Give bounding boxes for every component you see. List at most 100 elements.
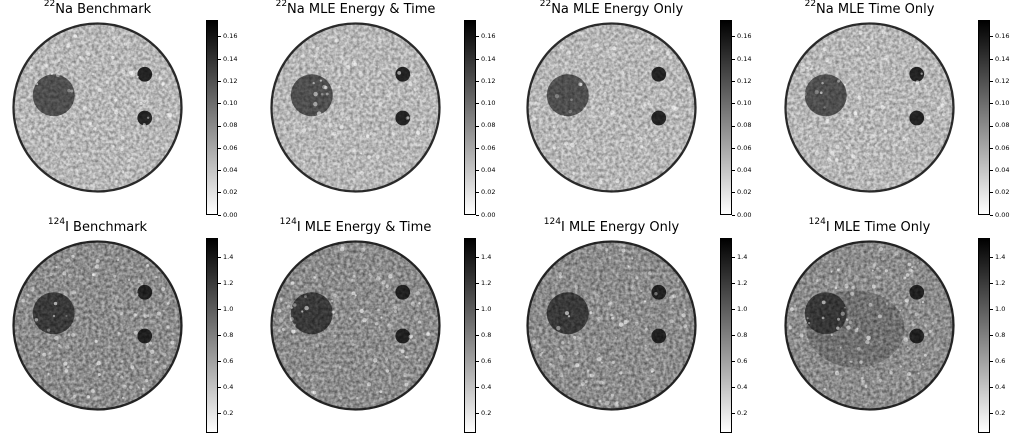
colorbar-tick-label: 0.6 <box>475 357 492 365</box>
colorbar-tick-label: 0.10 <box>475 99 496 108</box>
panel-title-label: I MLE Time Only <box>825 220 931 235</box>
colorbar-tick-label: 0.04 <box>731 165 752 174</box>
phantom-image <box>526 240 697 411</box>
isotope-mass-number: 124 <box>543 217 561 227</box>
phantom-image <box>270 240 441 411</box>
colorbar-tick-label: 1.2 <box>731 279 748 287</box>
colorbar-tick-label: 0.8 <box>731 331 748 339</box>
panel-title: 22Na Benchmark <box>10 0 185 17</box>
colorbar-tick-label: 0.2 <box>217 409 234 417</box>
panel-title-label: Na Benchmark <box>55 2 152 17</box>
colorbar-tick-label: 0.02 <box>475 188 496 197</box>
colorbar-tick-label: 0.00 <box>731 210 752 219</box>
colorbar-tick-label: 1.0 <box>731 305 748 313</box>
colorbar-tick-label: 1.2 <box>989 279 1006 287</box>
colorbar-tick-label: 0.12 <box>217 76 238 85</box>
colorbar-tick-label: 0.06 <box>989 143 1010 152</box>
colorbar-tick-label: 0.4 <box>731 383 748 391</box>
colorbar-tick-label: 0.00 <box>989 210 1010 219</box>
panel-title-label: I MLE Energy Only <box>560 220 680 235</box>
colorbar <box>720 20 732 215</box>
panel-0-1: 22Na MLE Energy & Time 0.16 0.14 0.12 0.10 0.… <box>268 0 508 218</box>
colorbar-tick-label: 0.02 <box>217 188 238 197</box>
colorbar-tick-label: 0.08 <box>989 121 1010 130</box>
colorbar-tick-label: 0.08 <box>731 121 752 130</box>
colorbar <box>464 20 476 215</box>
isotope-mass-number: 22 <box>275 0 288 9</box>
colorbar-tick-label: 0.12 <box>731 76 752 85</box>
colorbar-tick-label: 1.4 <box>989 253 1006 261</box>
colorbar-tick-label: 1.2 <box>475 279 492 287</box>
colorbar-tick-label: 0.2 <box>731 409 748 417</box>
colorbar-tick-label: 0.04 <box>475 165 496 174</box>
colorbar-tick-label: 0.16 <box>989 32 1010 41</box>
colorbar-tick-label: 0.6 <box>217 357 234 365</box>
panel-title: 124I MLE Energy Only <box>524 217 699 235</box>
colorbar-tick-label: 0.14 <box>217 54 238 63</box>
phantom-image <box>784 22 955 193</box>
panel-1-1: 124I MLE Energy & Time 1.4 1.2 1.0 0.8 0.6 0.4… <box>268 217 508 433</box>
colorbar-tick-label: 1.4 <box>731 253 748 261</box>
colorbar-tick-label: 0.16 <box>475 32 496 41</box>
colorbar-tick-label: 0.10 <box>731 99 752 108</box>
panel-title: 124I Benchmark <box>10 217 185 235</box>
colorbar-tick-label: 0.6 <box>731 357 748 365</box>
panel-0-3: 22Na MLE Time Only 0.16 0.14 0.12 0.10 0.08 0.… <box>782 0 1012 218</box>
panel-title-label: Na MLE Time Only <box>816 2 935 17</box>
colorbar-tick-label: 0.06 <box>217 143 238 152</box>
isotope-mass-number: 22 <box>539 0 552 9</box>
colorbar-tick-label: 1.0 <box>217 305 234 313</box>
colorbar-tick-label: 0.12 <box>475 76 496 85</box>
colorbar-tick-label: 0.14 <box>989 54 1010 63</box>
phantom-image <box>784 240 955 411</box>
colorbar <box>720 238 732 433</box>
colorbar-tick-label: 0.10 <box>217 99 238 108</box>
colorbar-tick-label: 1.0 <box>989 305 1006 313</box>
colorbar-tick-label: 0.14 <box>731 54 752 63</box>
colorbar-tick-label: 0.06 <box>475 143 496 152</box>
panel-title-label: I Benchmark <box>65 220 148 235</box>
panel-title: 124I MLE Time Only <box>782 217 957 235</box>
panel-title-label: I MLE Energy & Time <box>296 220 432 235</box>
colorbar-tick-label: 0.14 <box>475 54 496 63</box>
colorbar-tick-label: 1.0 <box>475 305 492 313</box>
panel-0-0: 22Na Benchmark 0.16 0.14 0.12 0.10 0.08 0.06 0.… <box>10 0 250 218</box>
colorbar-tick-label: 0.08 <box>475 121 496 130</box>
colorbar-tick-label: 0.4 <box>989 383 1006 391</box>
colorbar-tick-label: 0.12 <box>989 76 1010 85</box>
isotope-mass-number: 124 <box>279 217 297 227</box>
isotope-mass-number: 124 <box>808 217 826 227</box>
phantom-image <box>526 22 697 193</box>
panel-1-2: 124I MLE Energy Only 1.4 1.2 1.0 0.8 0.6 0.4 0.… <box>524 217 764 433</box>
panel-title: 22Na MLE Energy & Time <box>268 0 443 17</box>
panel-0-2: 22Na MLE Energy Only 0.16 0.14 0.12 0.10 0.08… <box>524 0 764 218</box>
isotope-mass-number: 22 <box>804 0 817 9</box>
phantom-image <box>12 22 183 193</box>
colorbar-tick-label: 0.6 <box>989 357 1006 365</box>
colorbar-tick-label: 0.8 <box>475 331 492 339</box>
panel-title: 124I MLE Energy & Time <box>268 217 443 235</box>
colorbar-tick-label: 0.2 <box>475 409 492 417</box>
isotope-mass-number: 124 <box>47 217 66 227</box>
colorbar-tick-label: 0.00 <box>475 210 496 219</box>
colorbar-tick-label: 1.4 <box>217 253 234 261</box>
colorbar-tick-label: 0.02 <box>989 188 1010 197</box>
colorbar <box>206 238 218 433</box>
phantom-image <box>12 240 183 411</box>
colorbar-tick-label: 0.06 <box>731 143 752 152</box>
panel-1-3: 124I MLE Time Only 1.4 1.2 1.0 0.8 0.6 0.4 0.2 <box>782 217 1012 433</box>
panel-title: 22Na MLE Energy Only <box>524 0 699 17</box>
colorbar-tick-label: 0.16 <box>731 32 752 41</box>
colorbar-tick-label: 0.08 <box>217 121 238 130</box>
colorbar-tick-label: 0.00 <box>217 210 238 219</box>
colorbar-tick-label: 0.4 <box>475 383 492 391</box>
colorbar-tick-label: 0.04 <box>217 165 238 174</box>
panel-title: 22Na MLE Time Only <box>782 0 957 17</box>
colorbar-tick-label: 1.2 <box>217 279 234 287</box>
panel-1-0: 124I Benchmark 1.4 1.2 1.0 0.8 0.6 0.4 0.2 <box>10 217 250 433</box>
colorbar <box>206 20 218 215</box>
phantom-image <box>270 22 441 193</box>
panel-title-label: Na MLE Energy & Time <box>287 2 436 17</box>
panel-title-label: Na MLE Energy Only <box>551 2 684 17</box>
colorbar-tick-label: 0.8 <box>989 331 1006 339</box>
